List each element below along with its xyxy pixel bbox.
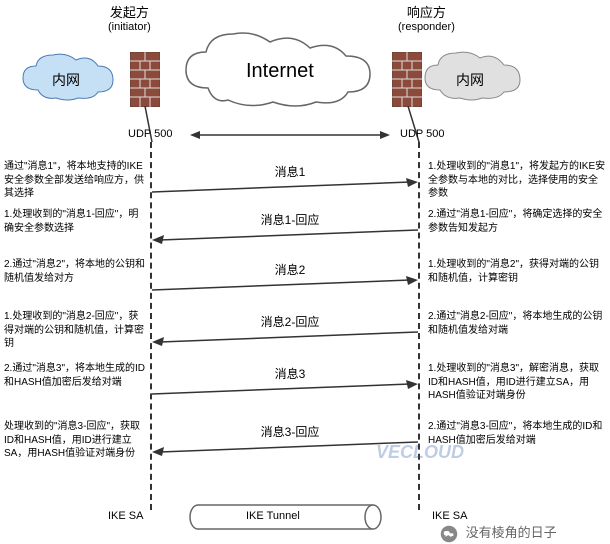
responder-sub: (responder)	[398, 21, 455, 33]
internet-text: Internet	[246, 60, 314, 83]
desc-left: 处理收到的"消息3-回应"，获取ID和HASH值，用ID进行建立SA，用HASH…	[4, 420, 146, 461]
desc-left: 1.处理收到的"消息1-回应"，明确安全参数选择	[4, 208, 146, 235]
desc-right: 1.处理收到的"消息3"，解密消息，获取ID和HASH值，用ID进行建立SA，用…	[428, 362, 606, 403]
wechat-attribution: 没有棱角的日子	[440, 522, 557, 543]
desc-right: 2.通过"消息2-回应"，将本地生成的公钥和随机值发给对端	[428, 310, 606, 337]
arrow-left-icon	[152, 226, 418, 246]
udp-right-label: UDP 500	[400, 128, 444, 140]
desc-right: 2.通过"消息1-回应"，将确定选择的安全参数告知发起方	[428, 208, 606, 235]
desc-right: 1.处理收到的"消息2"，获得对端的公钥和随机值，计算密钥	[428, 258, 606, 285]
wechat-icon	[440, 525, 458, 543]
initiator-title: 发起方	[108, 2, 151, 21]
responder-label: 响应方 (responder)	[398, 2, 455, 33]
desc-left: 1.处理收到的"消息2-回应"，获得对端的公钥和随机值，计算密钥	[4, 310, 146, 351]
intranet-left-cloud: 内网	[18, 50, 118, 110]
initiator-sub: (initiator)	[108, 21, 151, 33]
message-row-2: 1.处理收到的"消息1-回应"，明确安全参数选择 2.通过"消息1-回应"，将确定…	[0, 208, 610, 263]
wechat-name: 没有棱角的日子	[466, 525, 557, 540]
message-row-6: 处理收到的"消息3-回应"，获取ID和HASH值，用ID进行建立SA，用HASH…	[0, 420, 610, 475]
message-row-3: 2.通过"消息2"，将本地的公钥和随机值发给对方 1.处理收到的"消息2"，获得对…	[0, 258, 610, 313]
arrow-left-icon	[152, 328, 418, 348]
desc-right: 1.处理收到的"消息1"，将发起方的IKE安全参数与本地的对比，选择使用的安全参…	[428, 160, 606, 201]
internet-cloud: Internet	[178, 28, 378, 118]
intranet-left-text: 内网	[52, 70, 80, 90]
desc-left: 通过"消息1"，将本地支持的IKE安全参数全部发送给响应方，供其选择	[4, 160, 146, 201]
network-topology-header: 发起方 (initiator) 响应方 (responder) 内网 Inter…	[0, 0, 610, 130]
arrow-right-icon	[152, 178, 418, 198]
ike-tunnel-label: IKE Tunnel	[246, 510, 300, 522]
intranet-right-cloud: 内网	[420, 48, 525, 111]
udp-left-label: UDP 500	[128, 128, 172, 140]
arrow-right-icon	[152, 276, 418, 296]
message-row-1: 通过"消息1"，将本地支持的IKE安全参数全部发送给响应方，供其选择 1.处理收到…	[0, 160, 610, 215]
desc-left: 2.通过"消息2"，将本地的公钥和随机值发给对方	[4, 258, 146, 285]
watermark-logo: VECLOUD	[376, 442, 464, 463]
message-row-5: 2.通过"消息3"，将本地生成的ID和HASH值加密后发给对端 1.处理收到的"消…	[0, 362, 610, 417]
arrow-right-icon	[152, 380, 418, 400]
firewall-right-icon	[392, 52, 422, 107]
udp-double-arrow	[190, 128, 390, 142]
message-row-4: 1.处理收到的"消息2-回应"，获得对端的公钥和随机值，计算密钥 2.通过"消息2…	[0, 310, 610, 365]
initiator-label: 发起方 (initiator)	[108, 2, 151, 33]
intranet-right-text: 内网	[456, 70, 484, 90]
desc-left: 2.通过"消息3"，将本地生成的ID和HASH值加密后发给对端	[4, 362, 146, 389]
firewall-left-icon	[130, 52, 160, 107]
ike-sa-left-label: IKE SA	[108, 510, 143, 522]
responder-title: 响应方	[398, 2, 455, 21]
ike-sa-right-label: IKE SA	[432, 510, 467, 522]
